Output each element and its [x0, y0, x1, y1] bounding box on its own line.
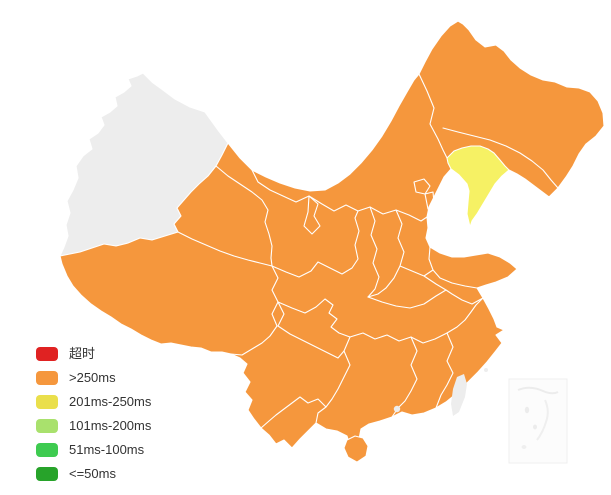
region-hainan[interactable]	[343, 435, 369, 463]
legend-label-le50: <=50ms	[69, 466, 116, 481]
region-xinjiang[interactable]	[59, 72, 229, 257]
legend-swatch-le50	[36, 467, 58, 481]
legend-swatch-51-100	[36, 443, 58, 457]
legend-item-gt250[interactable]: >250ms	[36, 371, 151, 385]
offshore-islet	[484, 368, 488, 372]
region-liaoning[interactable]	[446, 145, 510, 228]
legend-item-51-100[interactable]: 51ms-100ms	[36, 443, 151, 457]
region-hongkong-macau[interactable]	[393, 405, 401, 413]
legend-swatch-201-250	[36, 395, 58, 409]
province-borders	[177, 73, 559, 429]
legend-label-gt250: >250ms	[69, 370, 116, 385]
legend-item-101-200[interactable]: 101ms-200ms	[36, 419, 151, 433]
legend-label-101-200: 101ms-200ms	[69, 418, 152, 433]
legend-label-51-100: 51ms-100ms	[69, 442, 145, 457]
legend-label-201-250: 201ms-250ms	[69, 394, 152, 409]
legend-item-201-250[interactable]: 201ms-250ms	[36, 395, 151, 409]
region-taiwan[interactable]	[451, 374, 467, 416]
legend-swatch-gt250	[36, 371, 58, 385]
legend-swatch-timeout	[36, 347, 58, 361]
legend-item-timeout[interactable]: 超时	[36, 347, 151, 361]
legend-swatch-101-200	[36, 419, 58, 433]
legend-item-le50[interactable]: <=50ms	[36, 467, 151, 481]
legend: 超时 >250ms 201ms-250ms 101ms-200ms 51ms-1…	[36, 347, 151, 481]
south-china-sea-inset	[508, 378, 568, 464]
legend-label-timeout: 超时	[69, 346, 96, 361]
